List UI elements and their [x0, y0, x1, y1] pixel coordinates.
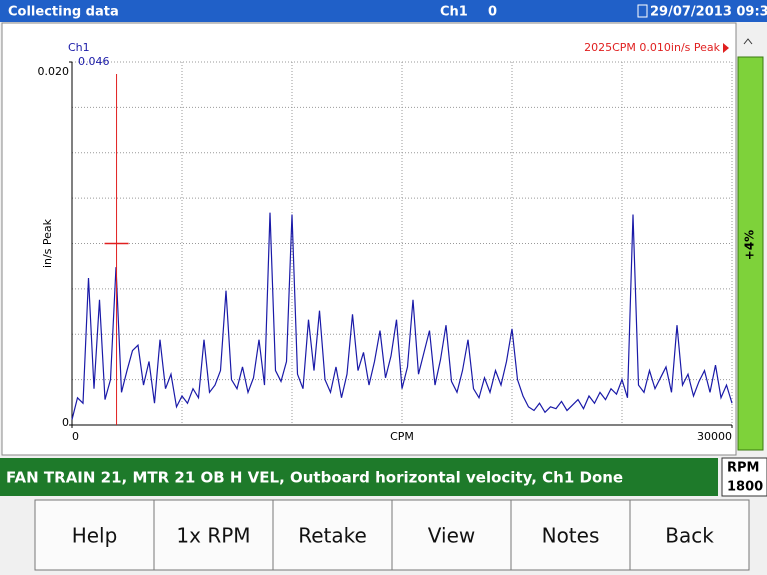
button-label[interactable]: Notes: [542, 524, 600, 548]
button[interactable]: [629, 499, 750, 571]
cursor-arrow: [723, 43, 729, 53]
button-label[interactable]: Retake: [298, 524, 367, 548]
overall-label: 0.046: [78, 55, 110, 68]
button-label[interactable]: Help: [72, 524, 118, 548]
button-label[interactable]: View: [428, 524, 475, 548]
rpm-box: [721, 457, 767, 497]
button-row: Help 1x RPM Retake View Notes Back: [34, 499, 750, 571]
title-bar: [0, 0, 767, 22]
button[interactable]: [510, 499, 631, 571]
rpm-label: RPM: [727, 461, 759, 476]
x-tick-label: 0: [72, 430, 79, 443]
gauge-bar: [737, 56, 764, 451]
scroll-up-icon: [743, 38, 753, 45]
title: Collecting data: [8, 5, 119, 20]
button-label[interactable]: Back: [665, 524, 714, 548]
status-text: FAN TRAIN 21, MTR 21 OB H VEL, Outboard …: [6, 469, 623, 487]
battery-icon: [637, 4, 648, 18]
channel-value: 0: [488, 5, 497, 20]
x-tick-label: 30000: [697, 430, 732, 443]
y-axis-label: in/s Peak: [41, 218, 54, 268]
button[interactable]: [153, 499, 274, 571]
chart-frame: [1, 22, 737, 456]
button-label[interactable]: 1x RPM: [176, 524, 250, 548]
channel-label: Ch1: [68, 41, 90, 54]
y-tick-label: 0: [62, 416, 69, 429]
y-tick-label: 0.020: [38, 65, 70, 78]
channel: Ch1: [440, 5, 468, 20]
cursor-readout: 2025CPM 0.010in/s Peak: [584, 41, 720, 54]
button[interactable]: [391, 499, 512, 571]
status-bar: [0, 458, 718, 496]
gauge-label: +4%: [743, 230, 757, 260]
x-axis-label: CPM: [390, 430, 414, 443]
spectrum-line: [71, 212, 733, 420]
datetime: 29/07/2013 09:34: [650, 5, 767, 20]
rpm-value: 1800: [727, 480, 763, 495]
button[interactable]: [272, 499, 393, 571]
